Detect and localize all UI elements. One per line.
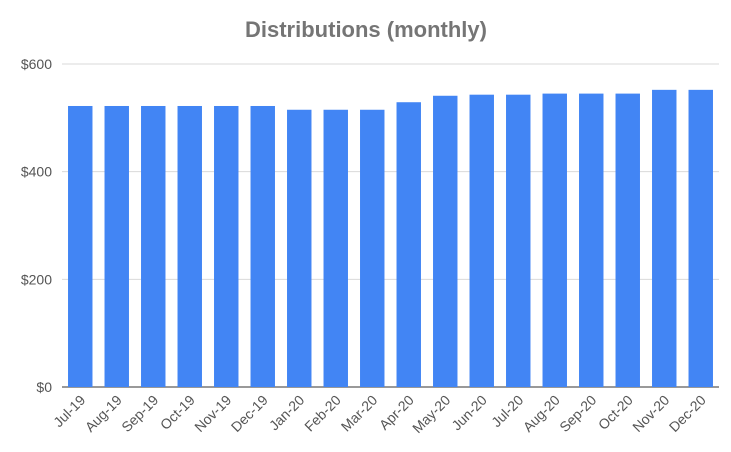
- bar: [250, 105, 275, 388]
- chart-title: Distributions (monthly): [245, 17, 487, 42]
- x-tick-label: Oct-19: [157, 392, 198, 433]
- x-tick-label: Jan-20: [266, 392, 308, 434]
- bar: [542, 93, 567, 387]
- bar: [579, 93, 604, 387]
- bar: [652, 89, 677, 387]
- y-tick-label: $600: [21, 56, 52, 72]
- bar: [177, 105, 202, 388]
- y-axis-tick-labels: $0 $200 $400 $600: [21, 56, 52, 395]
- x-tick-label: Feb-20: [301, 392, 344, 435]
- x-tick-label: May-20: [409, 392, 453, 436]
- bar: [287, 109, 312, 387]
- x-tick-label: Sep-20: [556, 392, 599, 435]
- y-tick-label: $0: [36, 379, 52, 395]
- bar: [360, 109, 385, 387]
- x-tick-label: Dec-20: [666, 392, 709, 435]
- y-tick-label: $200: [21, 271, 52, 287]
- bar: [214, 105, 239, 388]
- y-tick-label: $400: [21, 164, 52, 180]
- x-tick-label: Jun-20: [448, 392, 490, 434]
- bar: [506, 94, 531, 387]
- x-tick-label: Oct-20: [595, 392, 636, 433]
- x-tick-label: Aug-20: [520, 392, 563, 435]
- x-axis-tick-labels: Jul-19Aug-19Sep-19Oct-19Nov-19Dec-19Jan-…: [50, 392, 709, 436]
- bars: [68, 89, 713, 388]
- x-tick-label: Mar-20: [338, 392, 381, 435]
- x-tick-label: Sep-19: [118, 392, 161, 435]
- gridlines: [62, 63, 719, 388]
- x-tick-label: Nov-19: [191, 392, 234, 435]
- bar: [433, 95, 458, 388]
- bar: [615, 93, 640, 387]
- bar: [68, 105, 93, 388]
- bar: [396, 102, 421, 387]
- x-tick-label: Aug-19: [82, 392, 125, 435]
- bar: [469, 94, 494, 387]
- bar: [688, 89, 713, 387]
- x-tick-label: Nov-20: [629, 392, 672, 435]
- bar: [141, 105, 166, 388]
- bar: [104, 105, 129, 388]
- bar: [323, 109, 348, 387]
- x-tick-label: Dec-19: [228, 392, 271, 435]
